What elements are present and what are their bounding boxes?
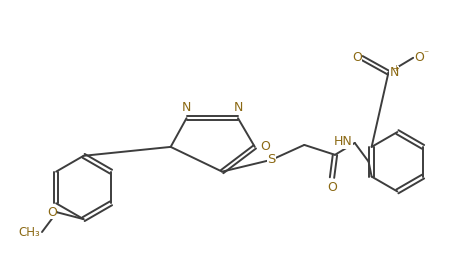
Text: S: S xyxy=(268,153,276,166)
Text: O: O xyxy=(414,51,424,64)
Text: +: + xyxy=(392,64,399,73)
Text: O: O xyxy=(327,180,337,194)
Text: O: O xyxy=(260,140,270,153)
Text: N: N xyxy=(182,101,191,114)
Text: CH₃: CH₃ xyxy=(18,225,40,239)
Text: N: N xyxy=(389,66,399,79)
Text: ·⁻: ·⁻ xyxy=(421,49,429,59)
Text: N: N xyxy=(233,101,243,114)
Text: O: O xyxy=(352,51,362,64)
Text: HN: HN xyxy=(334,135,353,149)
Text: O: O xyxy=(47,206,57,219)
